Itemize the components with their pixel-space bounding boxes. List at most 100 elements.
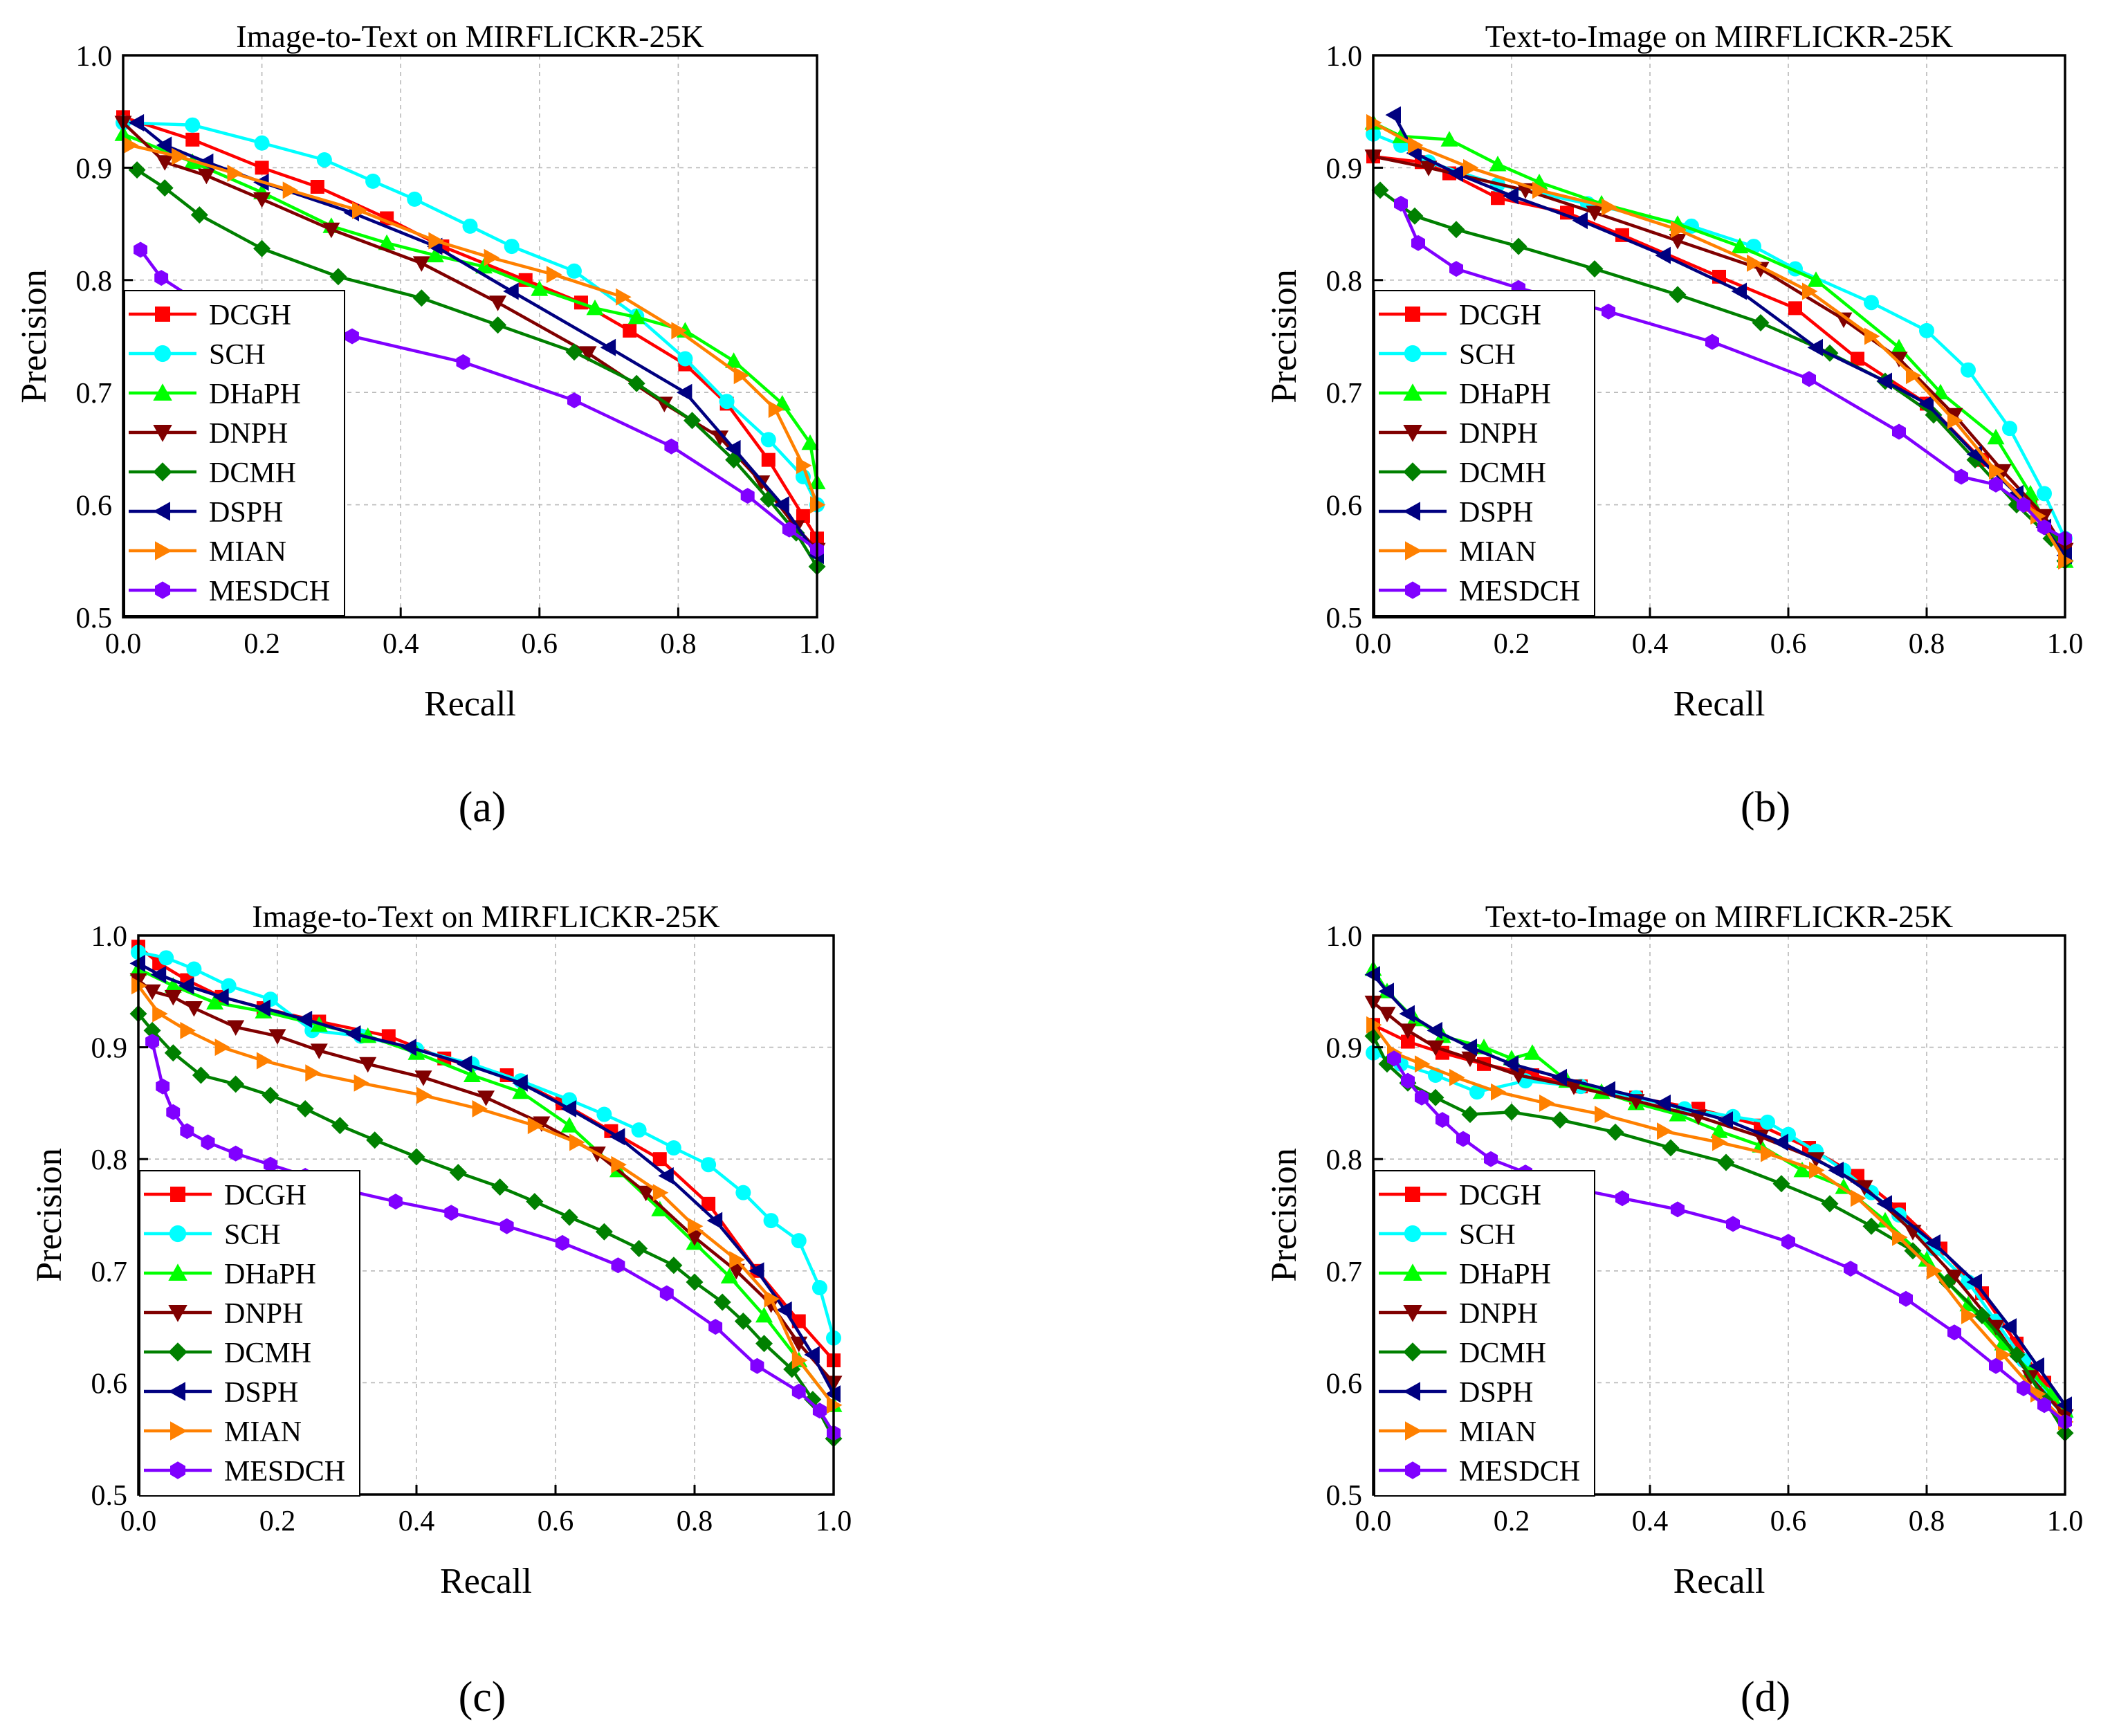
caption-a: (a): [458, 784, 506, 831]
x-tick-label: 1.0: [2047, 628, 2084, 660]
data-point-dsph: [1461, 1039, 1477, 1057]
chart-panel: 0.0 0.2 0.4 0.6 0.8 1.0 0.5 0.6 0.7 0.8 0.9 1.0 Imag…: [15, 19, 835, 724]
data-point-dsph: [213, 988, 229, 1006]
data-point-dcmh: [190, 206, 208, 224]
data-point-mian: [1761, 1144, 1777, 1162]
data-point-dsph: [1655, 1094, 1671, 1112]
data-point-dcmh: [253, 239, 271, 257]
legend-marker-mian: [155, 541, 172, 560]
data-point-dsph: [1503, 1055, 1519, 1073]
data-point-mian: [527, 1117, 544, 1135]
data-point-sch: [1919, 322, 1934, 338]
data-point-dcmh: [1606, 1123, 1624, 1141]
data-point-dhaph: [463, 1066, 481, 1082]
data-point-dsph: [345, 1025, 361, 1043]
data-point-mesdch: [791, 1383, 806, 1400]
data-point-dcmh: [491, 1178, 509, 1196]
legend-label-dcmh: DCMH: [1459, 457, 1546, 489]
data-point-mesdch: [1954, 468, 1968, 485]
data-point-mesdch: [1411, 235, 1425, 251]
data-point-dcmh: [1669, 286, 1687, 304]
data-point-mian: [472, 1100, 488, 1117]
data-point-dcmh: [734, 1313, 752, 1330]
data-point-dsph: [1655, 246, 1671, 264]
data-point-sch: [365, 173, 381, 189]
data-point-dnph: [1510, 1068, 1528, 1084]
legend-marker-sch: [169, 1225, 187, 1243]
legend-label-dsph: DSPH: [1459, 497, 1533, 529]
data-point-dsph: [1807, 338, 1823, 356]
data-point-dnph: [156, 155, 174, 171]
x-tick-label: 0.4: [383, 628, 419, 660]
legend: DCGH SCH DHaPH DNPH DCMH DSPH MIAN MESDCH: [139, 1170, 360, 1497]
data-point-sch: [462, 218, 478, 234]
data-point-mesdch: [659, 1285, 674, 1301]
legend-marker-mesdch: [155, 581, 170, 599]
x-tick-label: 1.0: [799, 628, 836, 660]
data-point-mian: [688, 1217, 704, 1235]
x-tick-label: 0.6: [538, 1506, 574, 1537]
data-point-dcmh: [412, 289, 430, 307]
data-point-mesdch: [2037, 519, 2051, 536]
data-point-dsph: [1925, 1234, 1941, 1252]
data-point-dcmh: [627, 374, 645, 392]
legend-label-sch: SCH: [209, 339, 266, 371]
data-point-mian: [1539, 1094, 1555, 1112]
data-point-mian: [1996, 1346, 2012, 1364]
data-point-dsph: [1918, 394, 1934, 412]
data-point-dnph: [477, 1090, 495, 1106]
data-point-sch: [2002, 421, 2017, 437]
data-point-mian: [1712, 1133, 1728, 1151]
data-point-mian: [1851, 1189, 1866, 1207]
y-tick-label: 0.5: [91, 1480, 128, 1512]
data-point-mesdch: [154, 270, 169, 286]
data-point-mesdch: [1671, 1201, 1685, 1218]
legend-marker-dsph: [1403, 502, 1420, 521]
data-point-mian: [214, 1039, 231, 1057]
data-point-dhaph: [426, 246, 444, 263]
data-point-dcgh: [761, 453, 776, 467]
chart-panel: 0.0 0.2 0.4 0.6 0.8 1.0 0.5 0.6 0.7 0.8 0.9 1.0 Text…: [1265, 19, 2083, 724]
data-point-dnph: [727, 1263, 745, 1280]
data-point-dnph: [1890, 351, 1908, 367]
data-point-mesdch: [1892, 423, 1906, 440]
data-point-mian: [1802, 282, 1818, 300]
data-point-dcmh: [329, 268, 347, 286]
x-axis-label: Recall: [440, 1562, 532, 1601]
data-point-dcmh: [366, 1131, 384, 1149]
data-point-sch: [1760, 1114, 1775, 1130]
data-point-dsph: [1503, 187, 1519, 205]
data-point-dsph: [776, 1301, 792, 1319]
legend-marker-dcgh: [155, 307, 170, 322]
data-point-mesdch: [145, 1034, 160, 1050]
data-point-dhaph: [801, 434, 819, 450]
y-tick-label: 0.5: [1326, 1480, 1363, 1512]
legend-marker-mesdch: [1405, 1461, 1420, 1479]
data-point-mian: [569, 1133, 585, 1151]
data-point-mesdch: [1602, 303, 1615, 320]
data-point-dcmh: [684, 412, 701, 430]
data-point-dsph: [658, 1167, 674, 1185]
data-point-dcmh: [128, 161, 146, 179]
legend-marker-mian: [1405, 1421, 1422, 1441]
data-point-dnph: [637, 1185, 655, 1202]
data-point-mesdch: [812, 1402, 827, 1419]
data-point-dsph: [676, 383, 692, 401]
data-point-dhaph: [1710, 1122, 1728, 1138]
data-point-dnph: [227, 1020, 245, 1036]
legend-marker-dhaph: [1403, 383, 1422, 401]
legend-marker-dcgh: [1405, 307, 1420, 322]
data-point-sch: [1864, 295, 1879, 311]
data-point-mian: [1906, 367, 1922, 385]
data-point-dsph: [1447, 165, 1463, 182]
data-point-dcmh: [1447, 221, 1465, 239]
y-tick-label: 0.6: [1326, 1368, 1363, 1400]
data-point-mesdch: [1989, 476, 2003, 493]
data-point-dcmh: [192, 1066, 210, 1084]
data-point-dsph: [401, 1039, 416, 1057]
data-point-dcgh: [255, 161, 269, 175]
data-point-mian: [1449, 1068, 1465, 1086]
data-point-mesdch: [1615, 1190, 1629, 1207]
data-point-dsph: [255, 999, 270, 1017]
data-point-dsph: [1966, 1273, 1982, 1291]
